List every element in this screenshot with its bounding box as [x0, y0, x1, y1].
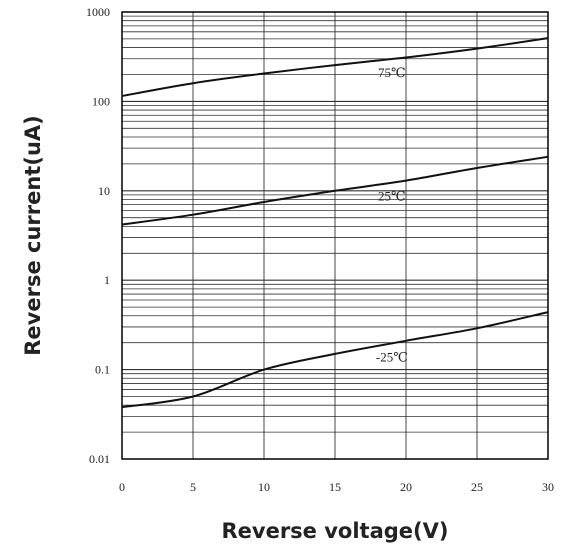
y-tick-label: 0.1	[95, 363, 110, 377]
y-tick-label: 1	[104, 273, 110, 287]
x-tick-label: 15	[329, 480, 341, 494]
series-line	[121, 311, 549, 409]
y-tick-labels: 1000 100 10 1 0.1 0.01	[86, 5, 110, 466]
y-axis-title: Reverse current(uA)	[21, 115, 45, 356]
x-tick-labels: 0 5 10 15 20 25 30	[119, 480, 554, 494]
x-tick-label: 25	[471, 480, 483, 494]
series-line	[121, 37, 549, 97]
y-tick-label: 0.01	[89, 452, 110, 466]
y-tick-label: 10	[98, 184, 110, 198]
y-tick-label: 1000	[86, 5, 110, 19]
plot-frame	[121, 11, 549, 460]
x-tick-label: 5	[190, 480, 196, 494]
x-axis-title: Reverse voltage(V)	[221, 519, 448, 543]
x-tick-label: 0	[119, 480, 125, 494]
series-group	[121, 37, 549, 409]
x-tick-label: 20	[400, 480, 412, 494]
series-label: 75℃	[378, 65, 406, 80]
x-tick-label: 10	[258, 480, 270, 494]
curve-labels: 75℃ 25℃ -25℃	[376, 65, 408, 364]
series-line	[121, 155, 549, 226]
series-label: 25℃	[378, 189, 406, 204]
grid	[121, 12, 549, 460]
series-label: -25℃	[376, 349, 408, 364]
x-tick-label: 30	[542, 480, 554, 494]
y-tick-label: 100	[92, 94, 110, 108]
